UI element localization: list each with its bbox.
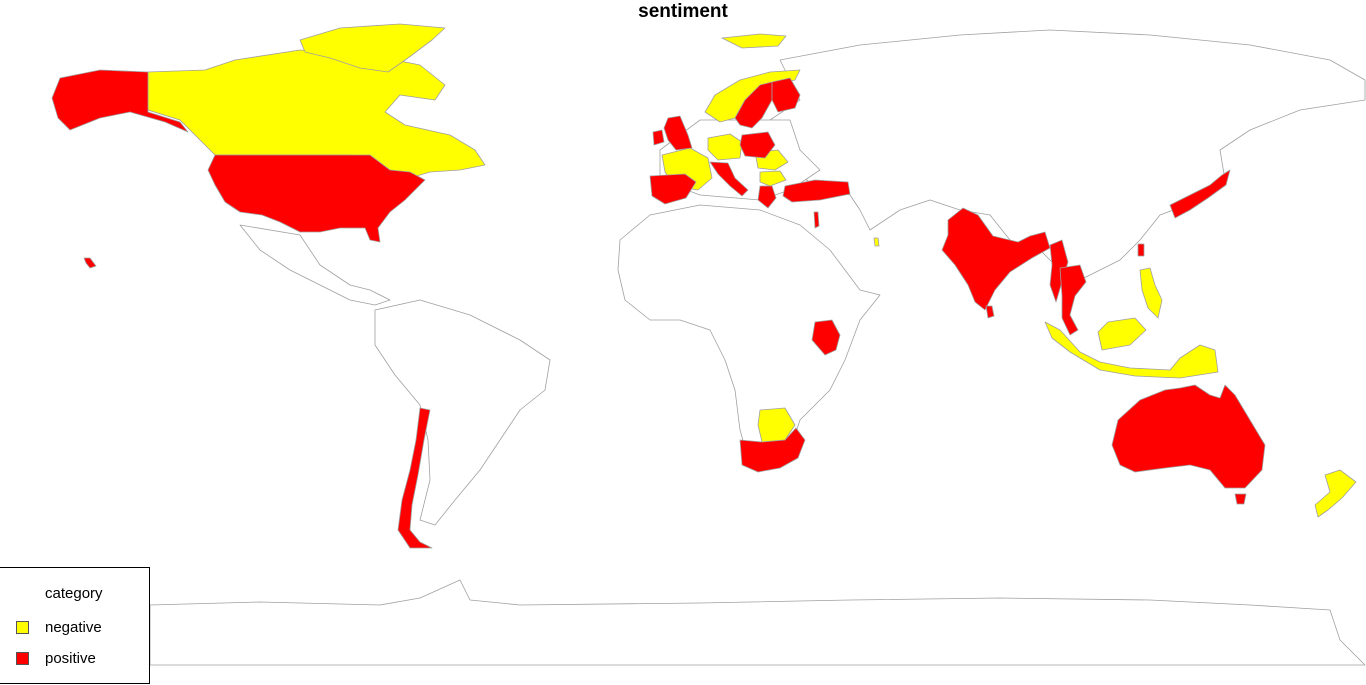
legend: category negative positive (0, 567, 150, 684)
region-chile (397, 407, 433, 549)
region-ireland (652, 129, 665, 146)
region-mexico-outline (239, 224, 391, 306)
legend-label-negative: negative (45, 619, 102, 636)
region-alaska (51, 69, 189, 133)
region-thailand (1059, 264, 1087, 336)
region-turkey (782, 179, 851, 203)
map-title: sentiment (638, 1, 728, 22)
legend-label-positive: positive (45, 650, 96, 667)
region-philippines (1139, 267, 1163, 319)
region-hawaii (83, 257, 97, 269)
region-greece (757, 185, 777, 209)
region-malaysia (1097, 317, 1147, 351)
region-svalbard (721, 33, 787, 49)
legend-title: category (45, 585, 103, 602)
region-israel (813, 211, 820, 229)
region-poland (739, 131, 776, 159)
region-italy (709, 161, 749, 197)
region-australia (1111, 384, 1266, 489)
region-germany (707, 133, 743, 161)
region-antarctica-outline (149, 579, 1366, 666)
region-south-america-outline (374, 299, 551, 526)
region-tasmania (1234, 493, 1247, 505)
region-africa-outline (617, 204, 881, 471)
region-uk (663, 115, 693, 151)
region-south-africa (739, 427, 806, 473)
region-india (941, 207, 1051, 311)
region-taiwan (1137, 243, 1145, 257)
region-new-zealand (1314, 469, 1357, 518)
region-myanmar (1049, 239, 1069, 303)
region-greenland (299, 23, 446, 73)
region-finland (771, 77, 801, 113)
region-spain-portugal (649, 173, 697, 205)
region-kenya (811, 319, 841, 356)
region-indonesia (1044, 321, 1219, 379)
region-bulgaria (759, 170, 787, 187)
region-qatar (873, 237, 880, 247)
region-sri-lanka (985, 305, 995, 319)
legend-swatch-negative (16, 621, 29, 634)
region-japan (1169, 169, 1231, 219)
region-usa (207, 154, 426, 243)
legend-swatch-positive (16, 652, 29, 665)
region-asia-outline (769, 29, 1366, 281)
